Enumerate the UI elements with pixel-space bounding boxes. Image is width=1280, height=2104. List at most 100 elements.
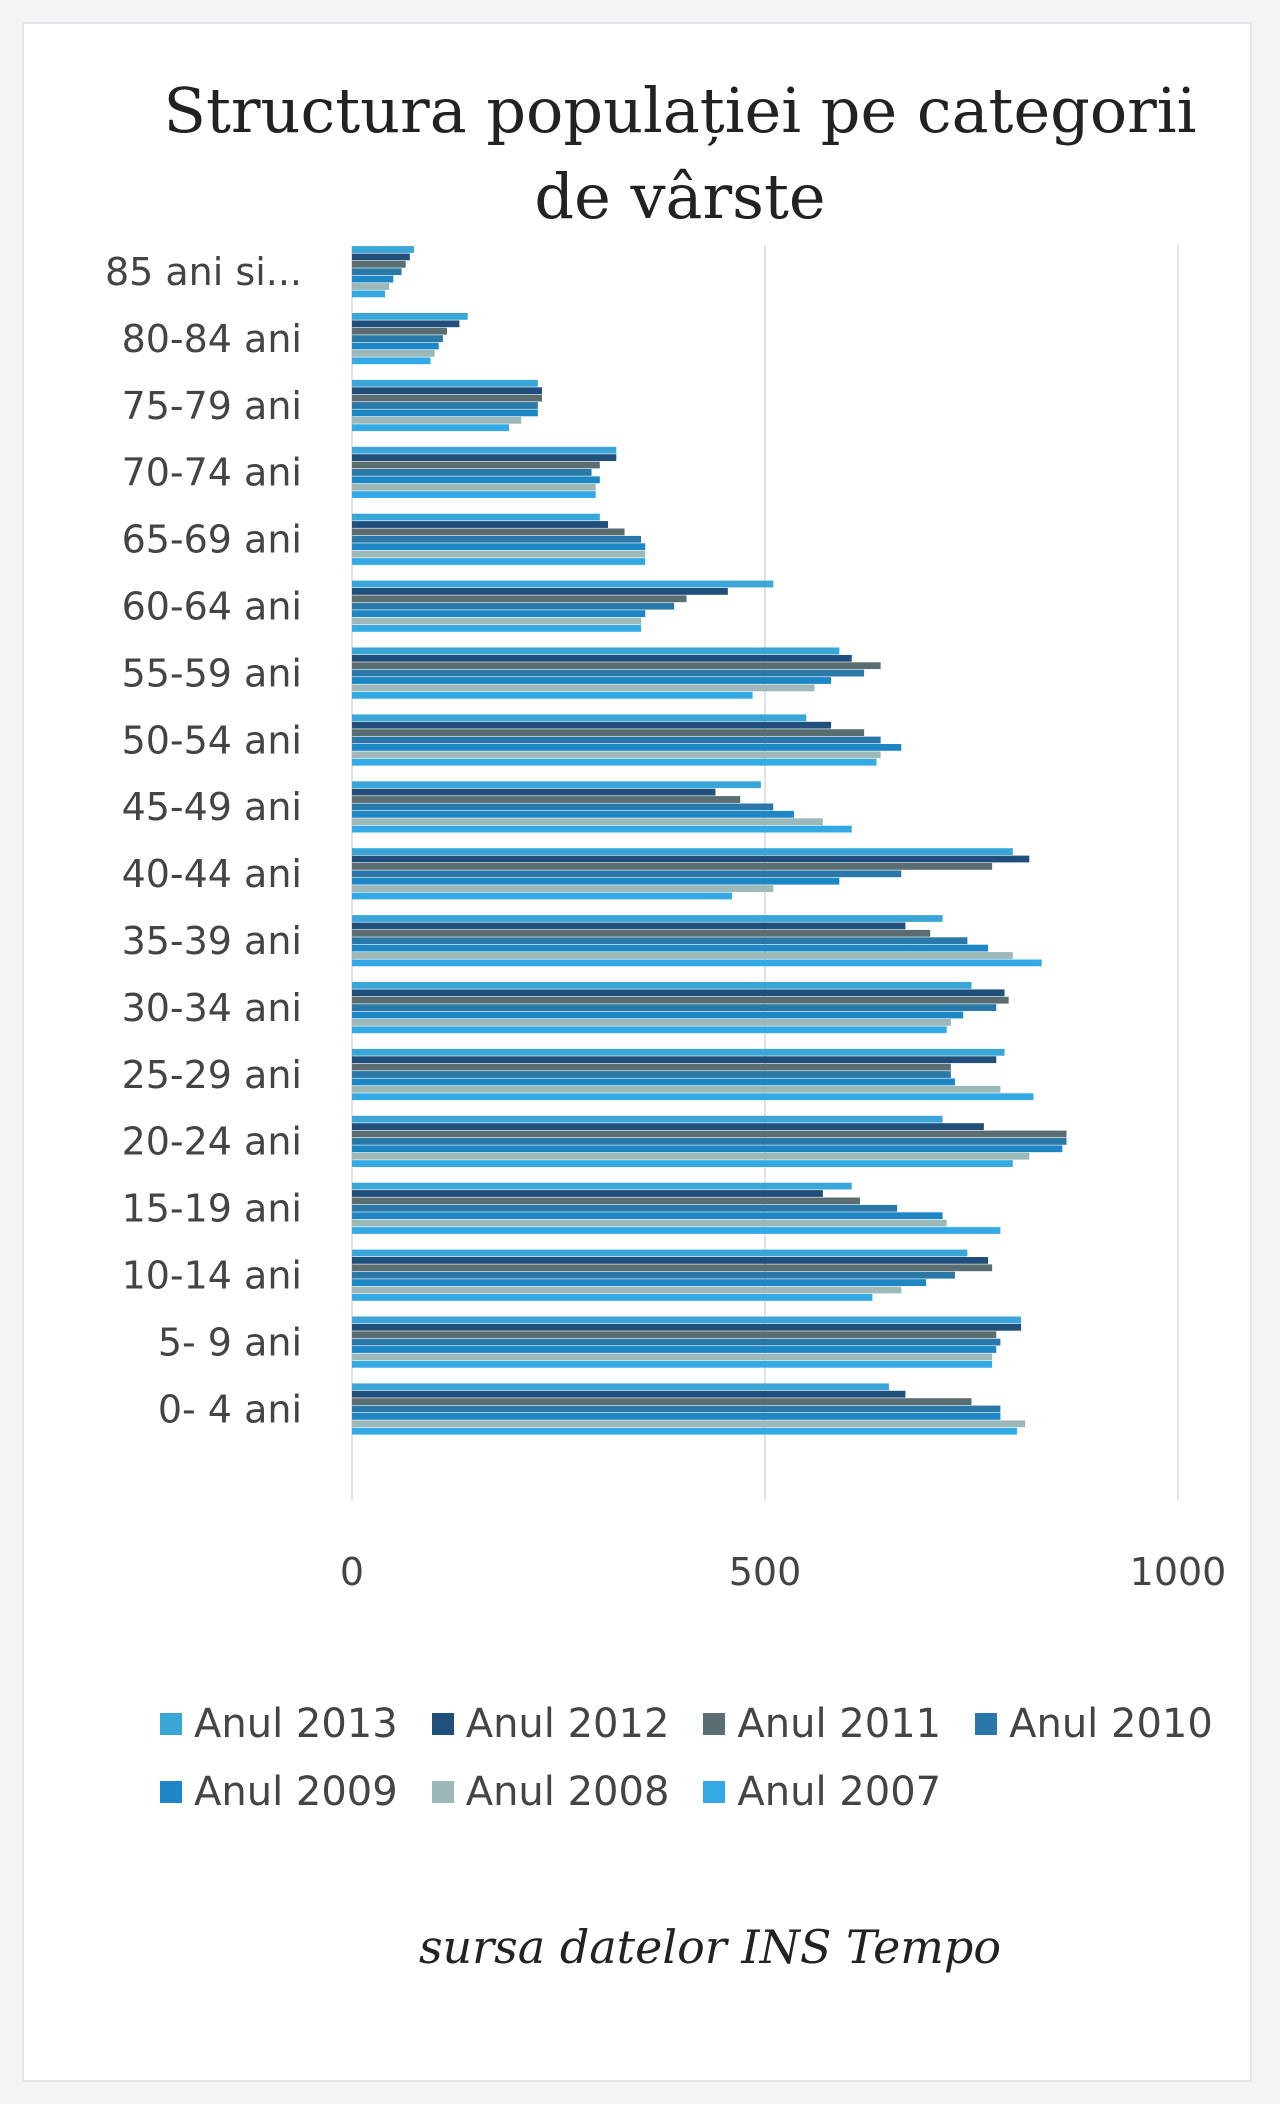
bar-anul-2010-5 [352,602,675,610]
legend-item: Anul 2007 [703,1758,941,1826]
legend-item: Anul 2009 [160,1758,398,1826]
x-tick-label: 1000 [1130,1550,1227,1594]
bar-anul-2011-9 [352,863,993,870]
bar-anul-2013-17 [352,1383,889,1391]
bar-anul-2013-0 [352,246,414,253]
bar-anul-2010-14 [352,1204,898,1212]
bars [352,246,1067,1435]
bar-anul-2013-1 [352,313,468,320]
bar-anul-2011-6 [352,662,881,670]
bar-anul-2012-12 [352,1056,997,1064]
bar-anul-2010-3 [352,469,592,476]
legend-swatch [975,1713,998,1735]
bar-anul-2009-3 [352,476,600,484]
bar-anul-2007-10 [352,959,1042,967]
category-label: 5- 9 ani [158,1320,302,1364]
bar-anul-2011-10 [352,929,931,937]
bar-anul-2012-3 [352,454,617,461]
category-label: 25-29 ani [122,1053,302,1097]
bar-anul-2013-9 [352,848,1013,855]
bar-anul-2010-16 [352,1338,1001,1346]
x-axis-ticks: 0 500 1000 [340,1550,1226,1594]
bar-anul-2007-12 [352,1093,1034,1101]
category-label: 75-79 ani [122,384,302,428]
bar-anul-2007-9 [352,892,732,900]
bar-anul-2009-2 [352,409,538,417]
x-tick-label: 0 [340,1550,364,1594]
bar-anul-2012-13 [352,1123,984,1130]
bar-anul-2009-4 [352,543,646,551]
bar-anul-2008-9 [352,885,774,892]
bar-anul-2007-15 [352,1294,873,1301]
bar-anul-2013-2 [352,379,538,387]
bar-anul-2012-14 [352,1190,823,1197]
bar-anul-2010-1 [352,335,443,342]
bar-anul-2012-2 [352,387,542,395]
legend-item: Anul 2008 [431,1758,669,1826]
bar-anul-2012-10 [352,922,906,930]
bar-anul-2008-14 [352,1219,947,1227]
bar-anul-2012-5 [352,588,728,595]
bar-anul-2007-14 [352,1227,1001,1234]
bar-anul-2007-11 [352,1026,947,1034]
category-label: 45-49 ani [122,785,302,829]
bar-anul-2010-11 [352,1004,997,1011]
bar-anul-2007-0 [352,290,386,298]
bar-anul-2010-12 [352,1071,951,1078]
bar-anul-2007-6 [352,691,753,699]
bar-anul-2008-1 [352,350,435,357]
bar-anul-2012-9 [352,855,1030,863]
category-label: 35-39 ani [122,919,302,963]
bar-anul-2012-17 [352,1390,906,1398]
bar-anul-2008-12 [352,1085,1001,1093]
category-label: 65-69 ani [122,518,302,562]
bar-anul-2007-4 [352,558,646,565]
bar-anul-2013-7 [352,714,807,722]
bar-anul-2007-5 [352,625,642,632]
legend-swatch [431,1713,454,1735]
bar-anul-2011-0 [352,260,406,268]
legend-swatch [431,1781,454,1803]
bar-anul-2008-13 [352,1152,1030,1160]
bar-anul-2010-7 [352,736,881,744]
bar-anul-2011-11 [352,996,1009,1004]
bar-anul-2013-5 [352,580,774,588]
bar-chart: 85 ani si... 80-84 ani 75-79 ani 70-74 ani 6… [105,245,1226,1594]
bar-anul-2011-15 [352,1264,993,1272]
bar-anul-2010-9 [352,870,902,878]
chart-title: Structura populației pe categorii de vâr… [163,74,1197,233]
bar-anul-2011-16 [352,1331,997,1339]
bar-anul-2007-2 [352,424,509,432]
category-label: 30-34 ani [122,986,302,1030]
bar-anul-2012-1 [352,320,460,328]
legend-swatch [703,1781,726,1803]
bar-anul-2011-4 [352,528,625,536]
bar-anul-2013-14 [352,1182,852,1190]
bar-anul-2009-8 [352,810,794,818]
legend-swatch [160,1713,182,1735]
bar-anul-2009-6 [352,677,832,684]
category-label: 50-54 ani [122,718,302,762]
x-tick-label: 500 [729,1550,802,1594]
bar-anul-2009-14 [352,1212,943,1220]
bar-anul-2008-17 [352,1420,1026,1428]
source-note: sursa datelor INS Tempo [418,1920,1002,1974]
bar-anul-2008-7 [352,751,881,759]
category-label: 15-19 ani [122,1187,302,1231]
bar-anul-2008-16 [352,1353,993,1361]
bar-anul-2011-17 [352,1398,972,1405]
bar-anul-2010-0 [352,268,402,276]
bar-anul-2013-4 [352,513,600,521]
bar-anul-2008-3 [352,483,596,491]
bar-anul-2011-8 [352,796,741,803]
bar-anul-2012-0 [352,253,410,261]
bar-anul-2009-5 [352,610,646,617]
category-label: 70-74 ani [122,451,302,495]
bar-anul-2010-15 [352,1271,955,1279]
bar-anul-2008-5 [352,617,642,625]
bar-anul-2011-13 [352,1130,1067,1138]
bar-anul-2008-6 [352,684,815,692]
bar-anul-2009-7 [352,744,902,751]
bar-anul-2013-13 [352,1115,943,1123]
category-label: 60-64 ani [122,585,302,629]
